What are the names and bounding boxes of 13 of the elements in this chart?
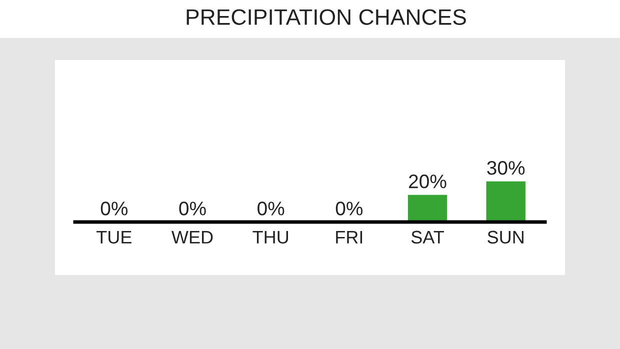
x-tick-label: THU — [252, 230, 288, 244]
x-tick-label: TUE — [96, 230, 132, 244]
data-label: 20% — [409, 174, 446, 188]
data-label: 0% — [179, 202, 206, 216]
x-tick-label: WED — [172, 230, 213, 244]
data-label: 0% — [336, 202, 363, 216]
chart-title: PRECIPITATION CHANCES — [186, 9, 466, 25]
data-label: 30% — [487, 160, 525, 175]
data-label: 0% — [258, 202, 284, 216]
data-label: 0% — [100, 202, 128, 216]
x-tick-label: FRI — [336, 230, 362, 244]
x-tick-label: SUN — [488, 230, 524, 244]
x-tick-label: SAT — [411, 230, 444, 244]
